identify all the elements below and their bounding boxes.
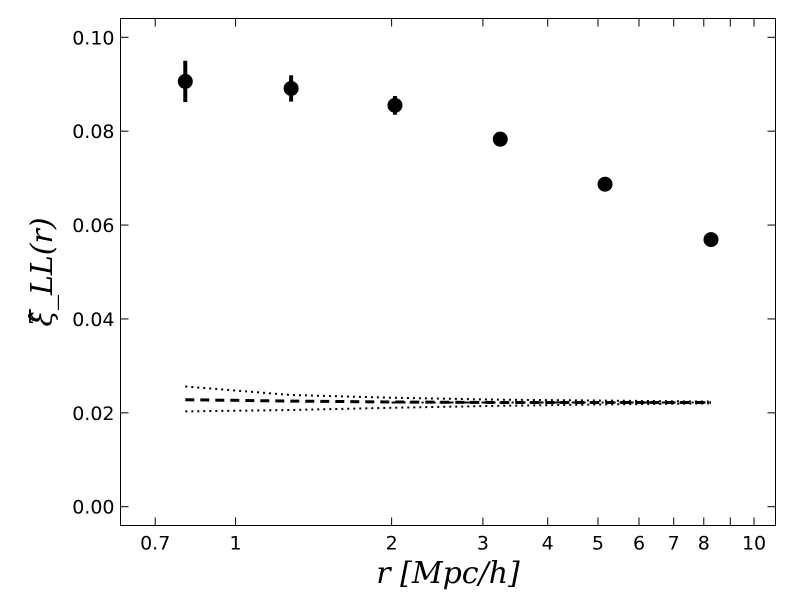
y-tick-label: 0.02 (72, 403, 114, 425)
x-tick-label: 5 (592, 533, 604, 555)
plot-marks (177, 60, 719, 413)
data-point (387, 97, 403, 113)
x-tick-label: 3 (477, 533, 489, 555)
y-tick-label: 0.00 (72, 497, 114, 519)
x-tick-label: 10 (742, 533, 766, 555)
line-dotted-lower (185, 402, 712, 413)
x-axis-label: r [Mpc/h] (376, 556, 520, 591)
y-tick-label: 0.08 (72, 121, 114, 143)
data-point (283, 80, 299, 96)
y-tick-label: 0.06 (72, 215, 114, 237)
x-tick-label: 4 (542, 533, 554, 555)
y-tick-label: 0.10 (72, 27, 114, 49)
data-point (177, 73, 193, 89)
x-tick-label: 0.7 (140, 533, 170, 555)
y-tick-label: 0.04 (72, 309, 114, 331)
x-tick-label: 2 (386, 533, 398, 555)
x-tick-label: 8 (698, 533, 710, 555)
x-tick-label: 7 (668, 533, 680, 555)
data-point (703, 232, 719, 248)
y-axis-label: ξ̂_LL(r) (25, 217, 60, 326)
plot-frame (120, 18, 776, 526)
axes: 0.7 1 2 3 4 5 6 7 8 10 0.00 0.02 0.04 0.06 0.08 0.10 (72, 18, 776, 555)
x-tick-label: 1 (229, 533, 241, 555)
data-point (597, 176, 613, 192)
data-point (492, 131, 508, 147)
x-tick-label: 6 (633, 533, 645, 555)
